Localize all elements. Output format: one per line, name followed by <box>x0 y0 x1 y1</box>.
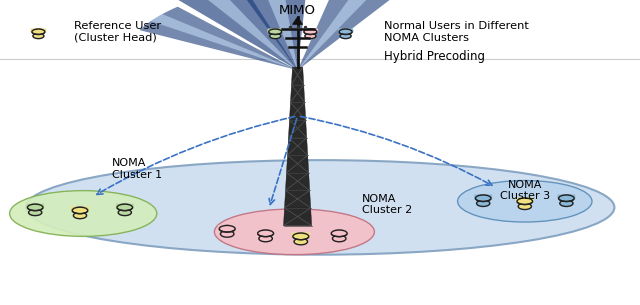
Circle shape <box>33 33 44 39</box>
Text: NOMA
Cluster 1: NOMA Cluster 1 <box>112 159 162 180</box>
Ellipse shape <box>332 230 347 237</box>
Polygon shape <box>289 102 306 120</box>
Text: MIMO: MIMO <box>279 4 316 17</box>
Ellipse shape <box>559 195 574 202</box>
Ellipse shape <box>220 225 235 232</box>
Circle shape <box>29 209 42 216</box>
FancyBboxPatch shape <box>330 229 348 234</box>
Ellipse shape <box>293 233 308 240</box>
Polygon shape <box>177 0 298 70</box>
Ellipse shape <box>269 29 282 34</box>
FancyBboxPatch shape <box>516 197 534 202</box>
Polygon shape <box>140 7 298 70</box>
Ellipse shape <box>476 195 491 202</box>
FancyBboxPatch shape <box>116 203 134 208</box>
Ellipse shape <box>28 204 43 211</box>
Ellipse shape <box>32 29 45 34</box>
Polygon shape <box>292 17 303 24</box>
Ellipse shape <box>26 160 614 255</box>
Polygon shape <box>298 0 379 70</box>
Text: NOMA
Cluster 3: NOMA Cluster 3 <box>500 180 550 201</box>
Polygon shape <box>284 208 312 226</box>
Polygon shape <box>151 14 298 70</box>
Ellipse shape <box>304 29 317 34</box>
Polygon shape <box>260 0 298 70</box>
Text: NOMA
Cluster 2: NOMA Cluster 2 <box>362 194 412 215</box>
Circle shape <box>269 33 281 39</box>
Polygon shape <box>235 0 308 70</box>
Circle shape <box>518 203 531 210</box>
FancyBboxPatch shape <box>31 28 46 33</box>
FancyBboxPatch shape <box>303 28 318 33</box>
Ellipse shape <box>517 198 532 205</box>
Ellipse shape <box>10 191 157 236</box>
Polygon shape <box>298 0 399 70</box>
FancyBboxPatch shape <box>474 194 492 199</box>
Ellipse shape <box>117 204 132 211</box>
FancyBboxPatch shape <box>292 232 310 237</box>
Polygon shape <box>198 0 298 70</box>
Circle shape <box>294 239 308 245</box>
FancyBboxPatch shape <box>218 225 236 230</box>
Circle shape <box>118 209 131 216</box>
Polygon shape <box>285 190 310 208</box>
FancyBboxPatch shape <box>26 203 44 208</box>
Polygon shape <box>289 120 307 138</box>
Circle shape <box>220 231 234 237</box>
Text: Normal Users in Different
NOMA Clusters: Normal Users in Different NOMA Clusters <box>384 21 529 43</box>
FancyBboxPatch shape <box>557 194 575 199</box>
Ellipse shape <box>458 181 592 222</box>
Polygon shape <box>287 155 308 173</box>
Circle shape <box>74 212 86 219</box>
Ellipse shape <box>214 209 374 255</box>
FancyBboxPatch shape <box>257 229 275 234</box>
Circle shape <box>305 33 316 39</box>
Polygon shape <box>285 173 310 190</box>
Circle shape <box>477 200 490 206</box>
FancyBboxPatch shape <box>71 206 89 211</box>
Polygon shape <box>291 67 304 85</box>
Circle shape <box>259 235 273 242</box>
Circle shape <box>560 200 573 206</box>
FancyBboxPatch shape <box>268 28 283 33</box>
Circle shape <box>332 235 346 242</box>
Ellipse shape <box>339 29 352 34</box>
Ellipse shape <box>258 230 273 237</box>
Circle shape <box>340 33 351 39</box>
Text: Hybrid Precoding: Hybrid Precoding <box>384 50 485 63</box>
Polygon shape <box>287 138 308 155</box>
Polygon shape <box>291 85 305 102</box>
Text: Reference User
(Cluster Head): Reference User (Cluster Head) <box>74 21 161 43</box>
FancyBboxPatch shape <box>338 28 353 33</box>
Ellipse shape <box>72 207 88 214</box>
